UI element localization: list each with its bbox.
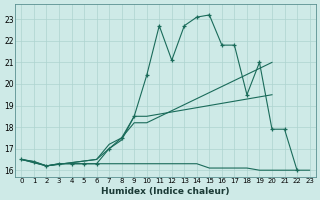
X-axis label: Humidex (Indice chaleur): Humidex (Indice chaleur) [101,187,230,196]
